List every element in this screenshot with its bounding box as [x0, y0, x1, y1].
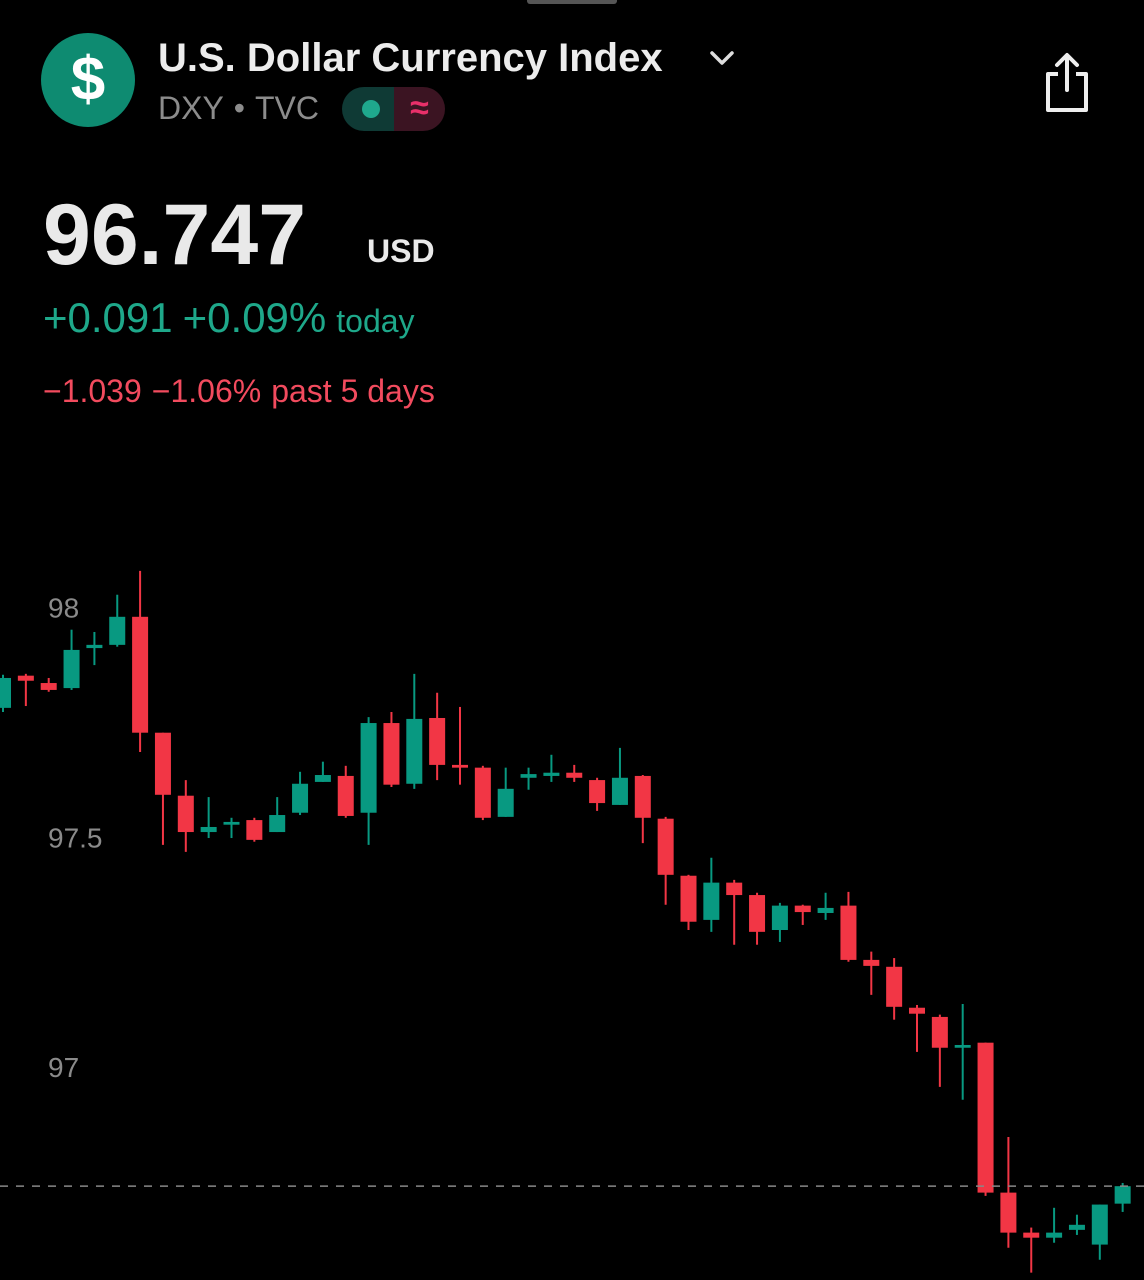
candle-body	[817, 907, 834, 913]
candle-body	[909, 1007, 925, 1014]
candle-body	[749, 895, 766, 932]
currency: USD	[367, 233, 435, 269]
candle-body	[474, 767, 491, 818]
candle-body	[520, 774, 537, 778]
candle-body	[200, 826, 217, 833]
candle-body	[1023, 1232, 1040, 1238]
candle-body	[657, 818, 674, 875]
candle-body	[954, 1044, 971, 1048]
y-tick-label: 97.5	[48, 822, 103, 853]
status-dot	[342, 87, 394, 131]
y-tick-label: 97	[48, 1052, 79, 1083]
candle-body	[931, 1016, 948, 1048]
notch	[527, 0, 617, 4]
candle-body	[863, 959, 880, 966]
subtitle: DXY • TVC	[158, 90, 329, 127]
title[interactable]: U.S. Dollar Currency Index	[158, 36, 663, 80]
candle-body	[314, 775, 331, 782]
share-button[interactable]	[1040, 52, 1094, 114]
candle-body	[726, 882, 743, 896]
candle-body	[497, 788, 514, 817]
candle-body	[269, 815, 286, 833]
chevron[interactable]	[708, 46, 736, 70]
period: past 5 days	[271, 373, 435, 409]
candle-body	[429, 717, 446, 765]
badge-icon: ≈	[394, 87, 445, 131]
badge[interactable]: ≈	[342, 87, 445, 131]
candle-body	[154, 732, 171, 795]
candle-body	[132, 616, 149, 733]
candle-body	[703, 882, 720, 920]
symbol: DXY	[158, 90, 224, 126]
exchange: TVC	[255, 90, 319, 126]
candle-body	[1000, 1192, 1017, 1233]
candle-body	[383, 723, 400, 785]
candle-body	[794, 905, 811, 913]
logo: $	[41, 33, 135, 127]
candle-body	[86, 644, 103, 649]
candle-body	[0, 677, 11, 708]
candle-body	[406, 718, 423, 784]
candle-body	[771, 905, 788, 931]
today-change: +0.091 +0.09% today	[43, 294, 415, 342]
five-day-change: −1.039 −1.06% past 5 days	[43, 373, 445, 410]
price: 96.747	[43, 187, 307, 283]
candle-body	[1091, 1204, 1108, 1245]
change: −1.039	[43, 373, 142, 409]
y-tick-label: 98	[48, 592, 79, 623]
percent: +0.09%	[182, 294, 327, 341]
candle-body	[886, 966, 903, 1007]
candle-body	[566, 772, 583, 778]
change: +0.091	[43, 294, 173, 341]
candle-body	[840, 905, 857, 960]
candle-body	[63, 649, 80, 689]
candle-body	[452, 764, 468, 768]
candle-body	[360, 723, 377, 813]
percent: −1.06%	[151, 373, 262, 409]
candle-body	[109, 616, 126, 645]
candle-body	[589, 780, 606, 804]
candle-body	[40, 683, 57, 690]
candle-body	[611, 777, 628, 805]
period: today	[336, 303, 415, 339]
candle-body	[1046, 1232, 1063, 1238]
candle-body	[292, 783, 309, 813]
candle-body	[1068, 1224, 1085, 1230]
candle-body	[223, 821, 240, 825]
candle-body	[246, 820, 263, 840]
candle-body	[977, 1042, 994, 1193]
candle-body	[177, 795, 194, 833]
candle-body	[17, 675, 34, 681]
candle-body	[680, 875, 697, 922]
candle-body	[634, 775, 651, 818]
candle-body	[543, 772, 560, 776]
candle-body	[1114, 1186, 1131, 1204]
candle-body	[337, 775, 354, 816]
separator: •	[233, 90, 245, 126]
